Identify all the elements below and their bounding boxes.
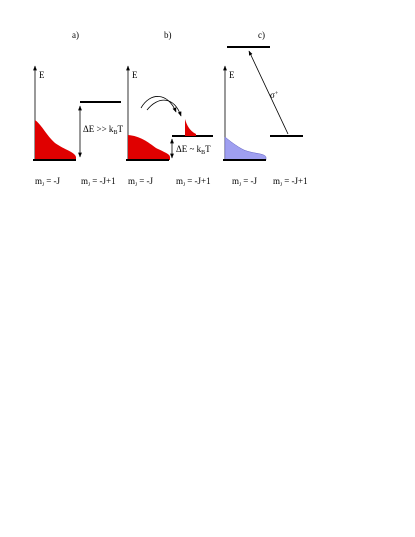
level-label: mJ = -J+1 — [176, 176, 211, 188]
panel-b: b) E ΔE ~ kBT mJ = -J mJ = -J+1 — [126, 30, 213, 188]
level-label: mJ = -J — [128, 176, 154, 188]
panel-c: c) E σ+ mJ = -J mJ = -J+1 — [223, 30, 308, 188]
text-part: = -J+1 — [90, 176, 116, 186]
text-part: σ — [270, 90, 275, 100]
text-part: = -J+1 — [282, 176, 308, 186]
text-part: B — [113, 130, 117, 136]
text-part: T — [117, 124, 123, 134]
text-part: ΔE >> k — [83, 124, 114, 134]
level-label: mJ = -J+1 — [81, 176, 116, 188]
text-part: m — [81, 176, 88, 186]
level-label: mJ = -J — [35, 176, 61, 188]
panel-label: c) — [258, 30, 265, 40]
transition-arrow — [248, 50, 289, 135]
text-part: J — [42, 183, 44, 188]
transition-label: σ+ — [270, 90, 279, 100]
gap-label: ΔE ~ kBT — [176, 144, 211, 156]
text-part: J — [239, 183, 241, 188]
text-part: = -J — [241, 176, 258, 186]
panel-label: a) — [72, 30, 79, 40]
text-part: + — [275, 91, 279, 97]
axis-label: E — [39, 70, 45, 80]
text-part: = -J+1 — [185, 176, 211, 186]
axis-label: E — [229, 70, 235, 80]
level-label: mJ = -J — [232, 176, 258, 188]
text-part: T — [205, 144, 211, 154]
population — [128, 135, 170, 160]
population — [185, 119, 196, 136]
text-part: m — [273, 176, 280, 186]
panel-a: a) E ΔE >> kBT mJ = -J mJ = -J+1 — [33, 30, 123, 188]
text-part: = -J — [137, 176, 154, 186]
text-part: J — [88, 183, 90, 188]
text-part: m — [35, 176, 42, 186]
text-part: m — [232, 176, 239, 186]
text-part: J — [280, 183, 282, 188]
text-part: J — [183, 183, 185, 188]
gap-label: ΔE >> kBT — [83, 124, 123, 136]
text-part: J — [135, 183, 137, 188]
axis-label: E — [132, 70, 138, 80]
population — [224, 136, 267, 161]
text-part: B — [201, 150, 205, 156]
population — [35, 120, 76, 160]
transfer-arrow — [146, 99, 182, 117]
text-part: = -J — [44, 176, 61, 186]
text-part: m — [176, 176, 183, 186]
text-part: m — [128, 176, 135, 186]
text-part: ΔE ~ k — [176, 144, 202, 154]
transfer-arrow — [140, 96, 177, 113]
panel-label: b) — [164, 30, 172, 40]
level-label: mJ = -J+1 — [273, 176, 308, 188]
